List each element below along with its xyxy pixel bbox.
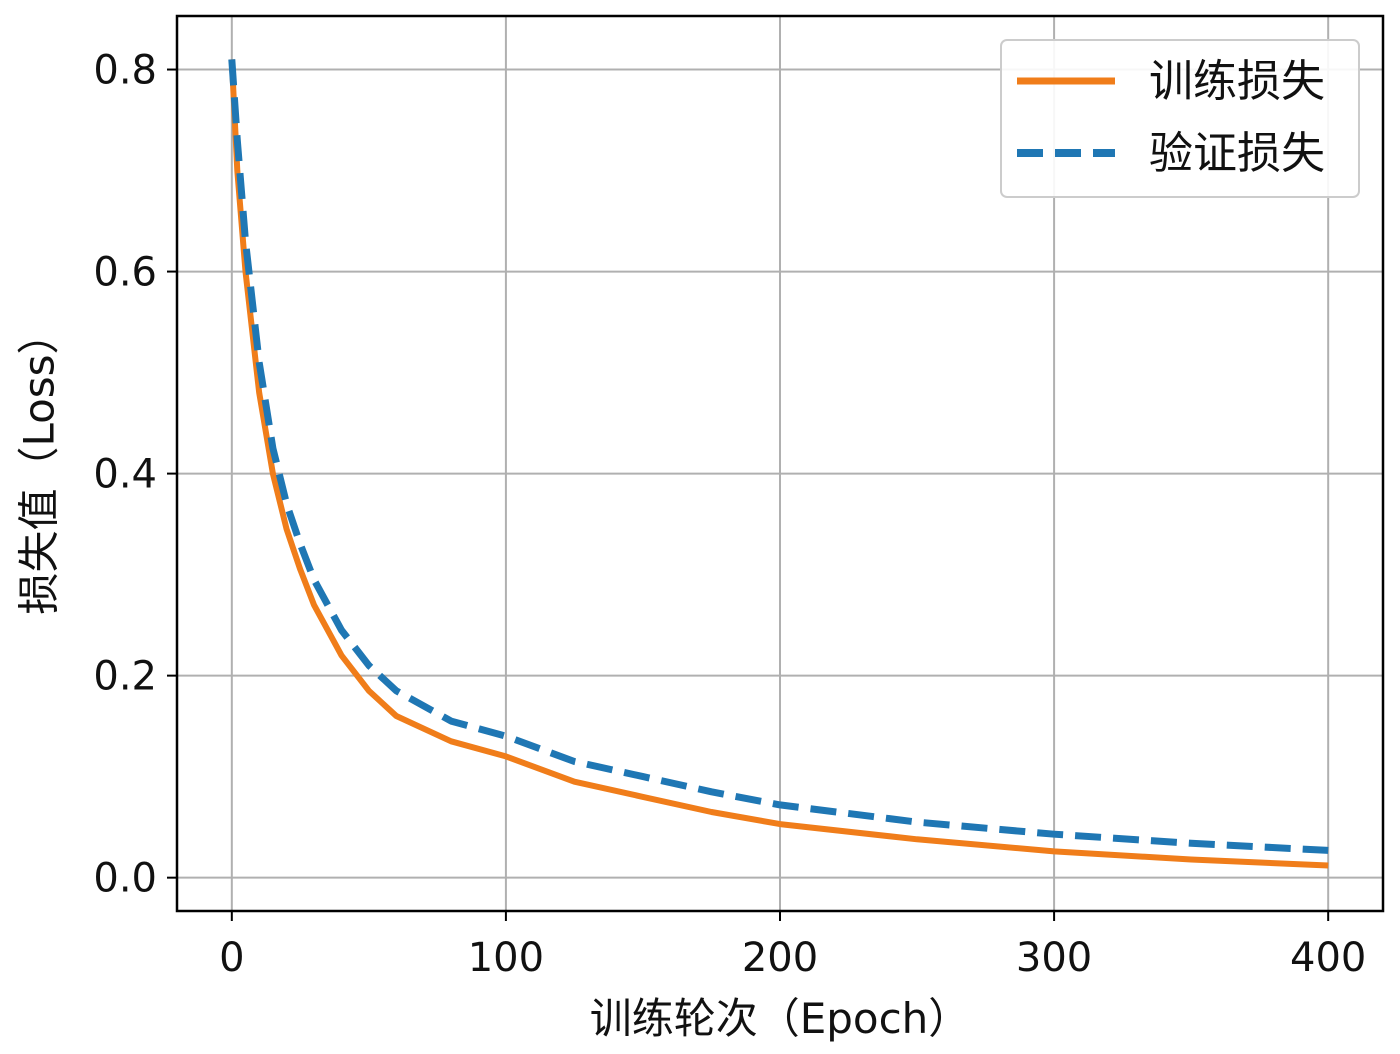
legend-label-validation: 验证损失 bbox=[1149, 128, 1325, 179]
x-axis-label: 训练轮次（Epoch） bbox=[590, 994, 971, 1043]
x-tick-label: 0 bbox=[219, 935, 244, 981]
y-tick-label: 0.4 bbox=[93, 452, 157, 498]
legend: 训练损失 验证损失 bbox=[1000, 39, 1360, 198]
series-line-training bbox=[228, 59, 1329, 869]
y-tick-label: 0.0 bbox=[93, 856, 157, 902]
tick-layer: 0 100 200 300 400 0.0 0.2 0.4 0.6 0.8 bbox=[93, 48, 1366, 981]
y-axis-label: 损失值（Loss） bbox=[15, 312, 64, 614]
y-tick-label: 0.6 bbox=[93, 250, 157, 296]
legend-label-training: 训练损失 bbox=[1149, 56, 1325, 107]
y-tick-label: 0.8 bbox=[93, 48, 157, 94]
x-tick-label: 200 bbox=[742, 935, 818, 981]
series-layer bbox=[228, 59, 1329, 869]
x-tick-label: 300 bbox=[1016, 935, 1092, 981]
x-tick-label: 400 bbox=[1290, 935, 1366, 981]
series-line-validation bbox=[228, 59, 1329, 854]
y-tick-label: 0.2 bbox=[93, 654, 157, 700]
x-tick-label: 100 bbox=[468, 935, 544, 981]
